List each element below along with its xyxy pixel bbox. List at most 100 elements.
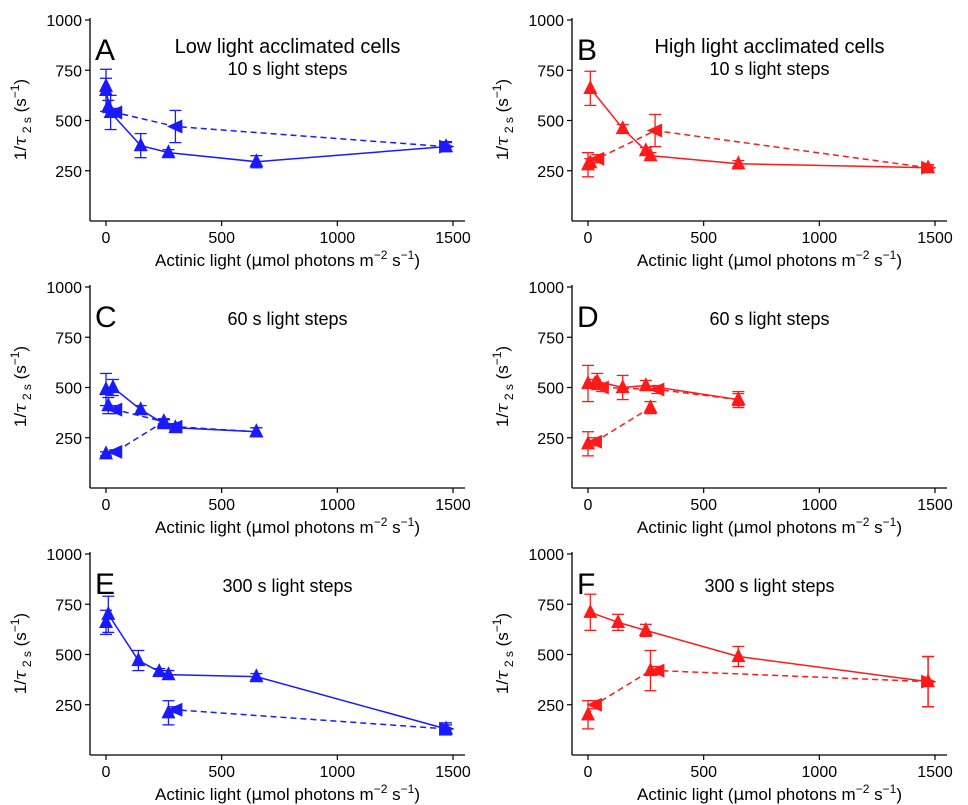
x-axis-label-mu: μ [251, 251, 262, 271]
panel-letter: E [95, 568, 115, 601]
series-dashed [581, 399, 658, 457]
data-point [588, 151, 605, 166]
data-point [99, 77, 113, 92]
panel-B: 250 500 750 1000 0 500 1000 1500 Actinic light (… [490, 13, 953, 271]
x-tick-label: 500 [208, 230, 235, 247]
y-tick-label: 1000 [46, 280, 82, 297]
panel-letter: F [577, 568, 595, 601]
x-axis-label-text: ) [414, 518, 420, 537]
panel-D: 250 500 750 1000 0 500 1000 1500 Actinic light (… [490, 280, 953, 538]
y-axis-label-sub: 2 s [502, 651, 516, 670]
y-axis-label-text: ) [11, 346, 30, 352]
x-axis-label-text: s [869, 785, 882, 804]
panel-letter: D [577, 301, 599, 334]
y-tick-label: 750 [537, 330, 564, 347]
x-axis-label-text: mol photons m [262, 518, 374, 537]
y-tick-label: 1000 [528, 280, 564, 297]
panel-C: 250 500 750 1000 0 500 1000 1500 Actinic light (… [8, 280, 471, 538]
y-axis-label-text: (s [11, 365, 30, 384]
y-axis-label-text: (s [493, 365, 512, 384]
y-axis-label-sup: −1 [490, 351, 504, 365]
y-tick-label: 500 [537, 114, 564, 131]
series-dashed [581, 649, 936, 730]
y-tick-label: 250 [537, 431, 564, 448]
data-point [152, 663, 167, 678]
x-tick-label: 500 [208, 764, 235, 781]
panel-letter: C [95, 301, 117, 334]
y-tick-label: 500 [55, 648, 82, 665]
data-point [586, 434, 602, 449]
data-point [106, 105, 123, 120]
y-tick-label: 1000 [528, 547, 564, 564]
x-tick-label: 0 [584, 230, 593, 247]
x-tick-label: 1500 [435, 230, 471, 247]
y-tick-label: 250 [55, 431, 82, 448]
x-tick-label: 1000 [802, 764, 838, 781]
data-point [731, 391, 746, 406]
data-point [649, 382, 665, 397]
panel-subtitle: 60 s light steps [227, 309, 347, 329]
data-point [581, 435, 595, 450]
x-tick-label: 1500 [435, 764, 471, 781]
x-axis-label-text: s [387, 251, 400, 270]
series-line [168, 709, 447, 730]
x-axis-label-text: s [387, 785, 400, 804]
y-axis-label-sub: 2 s [20, 117, 34, 136]
y-axis-label-text: ) [493, 613, 512, 619]
y-tick-label: 500 [537, 381, 564, 398]
data-point [646, 123, 663, 138]
data-point [106, 402, 123, 417]
x-axis-label-text: mol photons m [744, 785, 856, 804]
y-axis-label-sub: 2 s [502, 117, 516, 136]
x-axis-label-text: mol photons m [744, 251, 856, 270]
data-point [731, 155, 746, 170]
x-tick-label: 1000 [320, 764, 356, 781]
x-axis-label: Actinic light (μmol photons m−2 s−1) [155, 248, 420, 271]
x-axis-label-sup: −1 [883, 515, 897, 529]
x-axis-label-mu: μ [251, 785, 262, 805]
data-point [161, 704, 176, 719]
series-dashed [581, 113, 936, 178]
data-point [133, 137, 148, 152]
x-axis-label-sup: −2 [856, 782, 870, 796]
data-point [587, 375, 602, 390]
x-tick-label: 1000 [802, 497, 838, 514]
data-point [99, 613, 113, 628]
x-axis-label-text: ) [896, 518, 902, 537]
y-axis-label-tau: τ [11, 403, 31, 413]
x-axis-label-text: Actinic light ( [637, 251, 734, 270]
data-point [101, 605, 116, 620]
y-axis-label-text: ) [493, 79, 512, 85]
data-point [921, 159, 936, 174]
x-tick-label: 500 [208, 497, 235, 514]
x-axis-label-sup: −1 [401, 515, 415, 529]
y-axis-label-text: (s [11, 98, 30, 117]
y-tick-label: 500 [537, 648, 564, 665]
data-point [101, 397, 116, 412]
data-point [439, 138, 454, 153]
x-axis-label-text: s [869, 518, 882, 537]
x-axis-label-sup: −2 [374, 782, 388, 796]
y-axis-label-tau: τ [11, 136, 31, 146]
x-axis-label: Actinic light (μmol photons m−2 s−1) [637, 782, 902, 805]
y-axis-label: 1/τ 2 s (s−1) [8, 346, 34, 427]
y-axis-label-sub: 2 s [20, 651, 34, 670]
data-point [638, 377, 653, 392]
series-line [105, 90, 447, 163]
series-dashed [587, 375, 746, 407]
series-solid [99, 595, 455, 736]
panel-letter: A [95, 34, 115, 67]
y-axis-label: 1/τ 2 s (s−1) [490, 346, 516, 427]
y-axis-label-text: 1/ [493, 680, 512, 694]
data-point [649, 663, 665, 678]
panel-title: High light acclimated cells [654, 36, 884, 58]
data-point [643, 662, 658, 677]
x-axis-label-sup: −2 [374, 515, 388, 529]
x-axis-label-text: s [387, 518, 400, 537]
x-axis-label-mu: μ [733, 785, 744, 805]
y-axis-label-text: ) [11, 613, 30, 619]
y-tick-label: 750 [55, 330, 82, 347]
data-point [167, 119, 183, 134]
data-point [156, 413, 171, 428]
x-axis-label: Actinic light (μmol photons m−2 s−1) [637, 248, 902, 271]
